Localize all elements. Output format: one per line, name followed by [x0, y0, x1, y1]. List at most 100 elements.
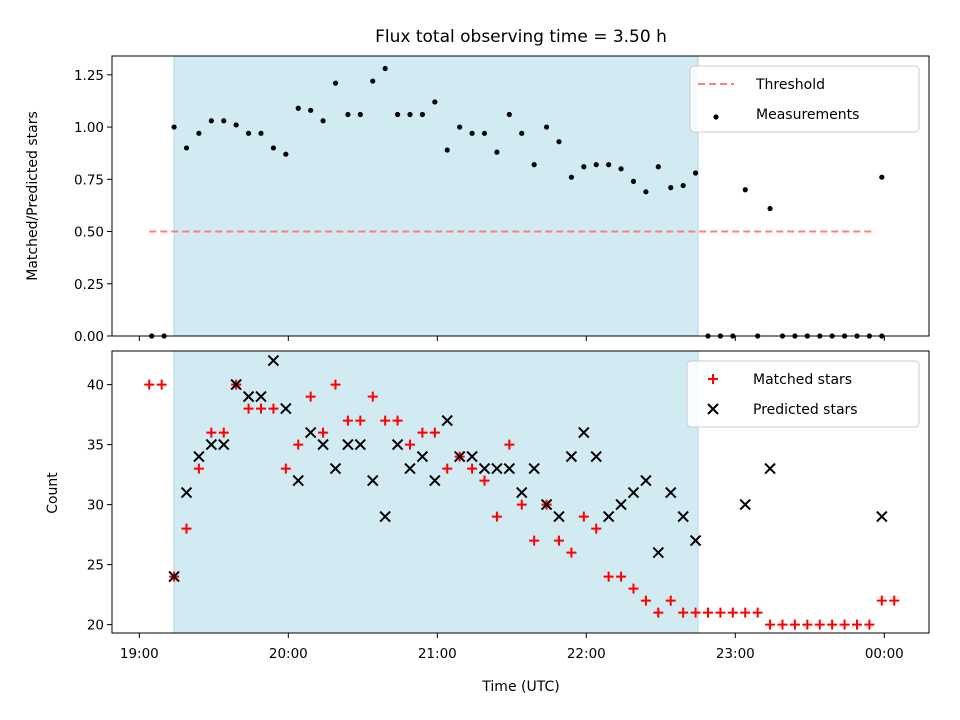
matched-star-point: [640, 595, 651, 606]
measurement-point: [370, 78, 376, 84]
matched-star-point: [665, 595, 676, 606]
legend-label: Threshold: [755, 77, 825, 93]
measurement-point: [581, 164, 587, 170]
matched-star-point: [280, 463, 291, 474]
predicted-star-point: [602, 510, 615, 523]
matched-star-point: [380, 415, 391, 426]
y-tick-label: 25: [87, 558, 104, 574]
measurement-point: [394, 111, 401, 118]
predicted-star-point: [540, 498, 553, 511]
measurement-point: [283, 151, 289, 157]
predicted-star-point: [230, 378, 242, 391]
y-tick-label: 20: [87, 618, 104, 634]
predicted-star-point: [652, 546, 665, 559]
x-tick-label: 23:00: [716, 646, 755, 662]
predicted-star-point: [280, 402, 292, 415]
matched-star-point: [318, 427, 329, 438]
y-tick-label: 0.25: [74, 277, 104, 293]
matched-star-point: [367, 391, 378, 402]
measurement-point: [531, 162, 537, 168]
matched-star-point: [578, 511, 589, 522]
matched-star-point: [491, 511, 502, 522]
predicted-star-point: [180, 486, 193, 499]
predicted-star-point: [453, 450, 466, 463]
measurement-point: [606, 162, 612, 168]
predicted-star-point: [404, 462, 416, 475]
matched-star-point: [305, 391, 316, 402]
measurement-point: [494, 149, 500, 155]
measurement-point: [618, 166, 624, 172]
matched-star-point: [839, 619, 850, 630]
matched-star-point: [144, 379, 155, 390]
legend-box: [689, 65, 920, 133]
y-tick-label: 0.75: [74, 172, 104, 188]
measurement-point: [258, 130, 264, 136]
matched-star-point: [355, 415, 366, 426]
predicted-star-point: [665, 486, 677, 499]
measurement-point: [556, 139, 562, 145]
y-tick-label: 30: [87, 498, 104, 514]
matched-star-point: [206, 427, 217, 438]
y-tick-label: 40: [87, 378, 104, 394]
matched-star-point: [752, 607, 763, 618]
predicted-star-point: [578, 426, 590, 439]
x-tick-label: 00:00: [865, 646, 904, 662]
matched-star-point: [268, 403, 279, 414]
matched-star-point: [504, 439, 515, 450]
predicted-star-point: [590, 450, 602, 463]
predicted-star-point: [503, 462, 516, 475]
matched-star-point: [802, 619, 813, 630]
measurement-point: [457, 124, 463, 130]
x-tick-label: 19:00: [120, 646, 159, 662]
matched-star-point: [851, 619, 862, 630]
matched-star-point: [218, 427, 229, 438]
measurement-point: [506, 111, 512, 118]
x-tick-label: 21:00: [418, 646, 457, 662]
predicted-star-point: [516, 486, 528, 499]
predicted-star-point: [416, 450, 429, 463]
matched-star-point: [603, 571, 614, 582]
measurement-point: [481, 130, 488, 136]
measurement-point: [767, 205, 773, 212]
predicted-star-point: [242, 390, 255, 403]
x-axis-label: Time (UTC): [481, 679, 559, 695]
matched-star-point: [392, 415, 403, 426]
panel-ratio: 0.00 0.25 0.50 0.75 1.00 1.25 Threshold Measure…: [74, 55, 930, 345]
matched-star-point: [827, 619, 838, 630]
measurement-point: [643, 189, 649, 195]
predicted-star-point: [478, 462, 491, 475]
predicted-star-point: [304, 426, 317, 439]
x-tick-label: 22:00: [567, 646, 606, 662]
measurement-point: [879, 174, 885, 180]
matched-star-point: [690, 607, 701, 618]
measurement-point: [320, 118, 326, 124]
measurement-point: [308, 107, 314, 113]
matched-star-point: [653, 607, 664, 618]
panel-counts: 20 25 30 35 40 19:00 20:00 21:00 22:00 23:00 00:00…: [87, 350, 930, 662]
predicted-star-point: [205, 438, 218, 451]
measurement-point: [742, 187, 748, 193]
predicted-star-point: [739, 498, 751, 511]
measurement-point: [568, 174, 575, 180]
matched-star-point: [616, 571, 627, 582]
predicted-star-point: [689, 534, 702, 547]
predicted-star-point: [379, 510, 391, 523]
matched-star-point: [193, 463, 204, 474]
measurement-point: [270, 145, 277, 151]
matched-star-point: [181, 523, 192, 534]
measurement-point: [295, 105, 301, 111]
matched-star-point: [255, 403, 266, 414]
legend-predicted-marker: [707, 403, 719, 415]
predicted-star-point: [329, 462, 342, 475]
matched-star-point: [702, 607, 713, 618]
legend-box: [686, 360, 920, 428]
measurement-point: [668, 185, 674, 191]
measurement-point: [382, 65, 388, 72]
predicted-star-point: [292, 474, 304, 487]
matched-star-point: [553, 535, 564, 546]
measurement-point: [444, 147, 450, 153]
measurement-point: [519, 130, 525, 136]
y-tick-label: 35: [87, 438, 104, 454]
measurement-point: [655, 164, 661, 170]
